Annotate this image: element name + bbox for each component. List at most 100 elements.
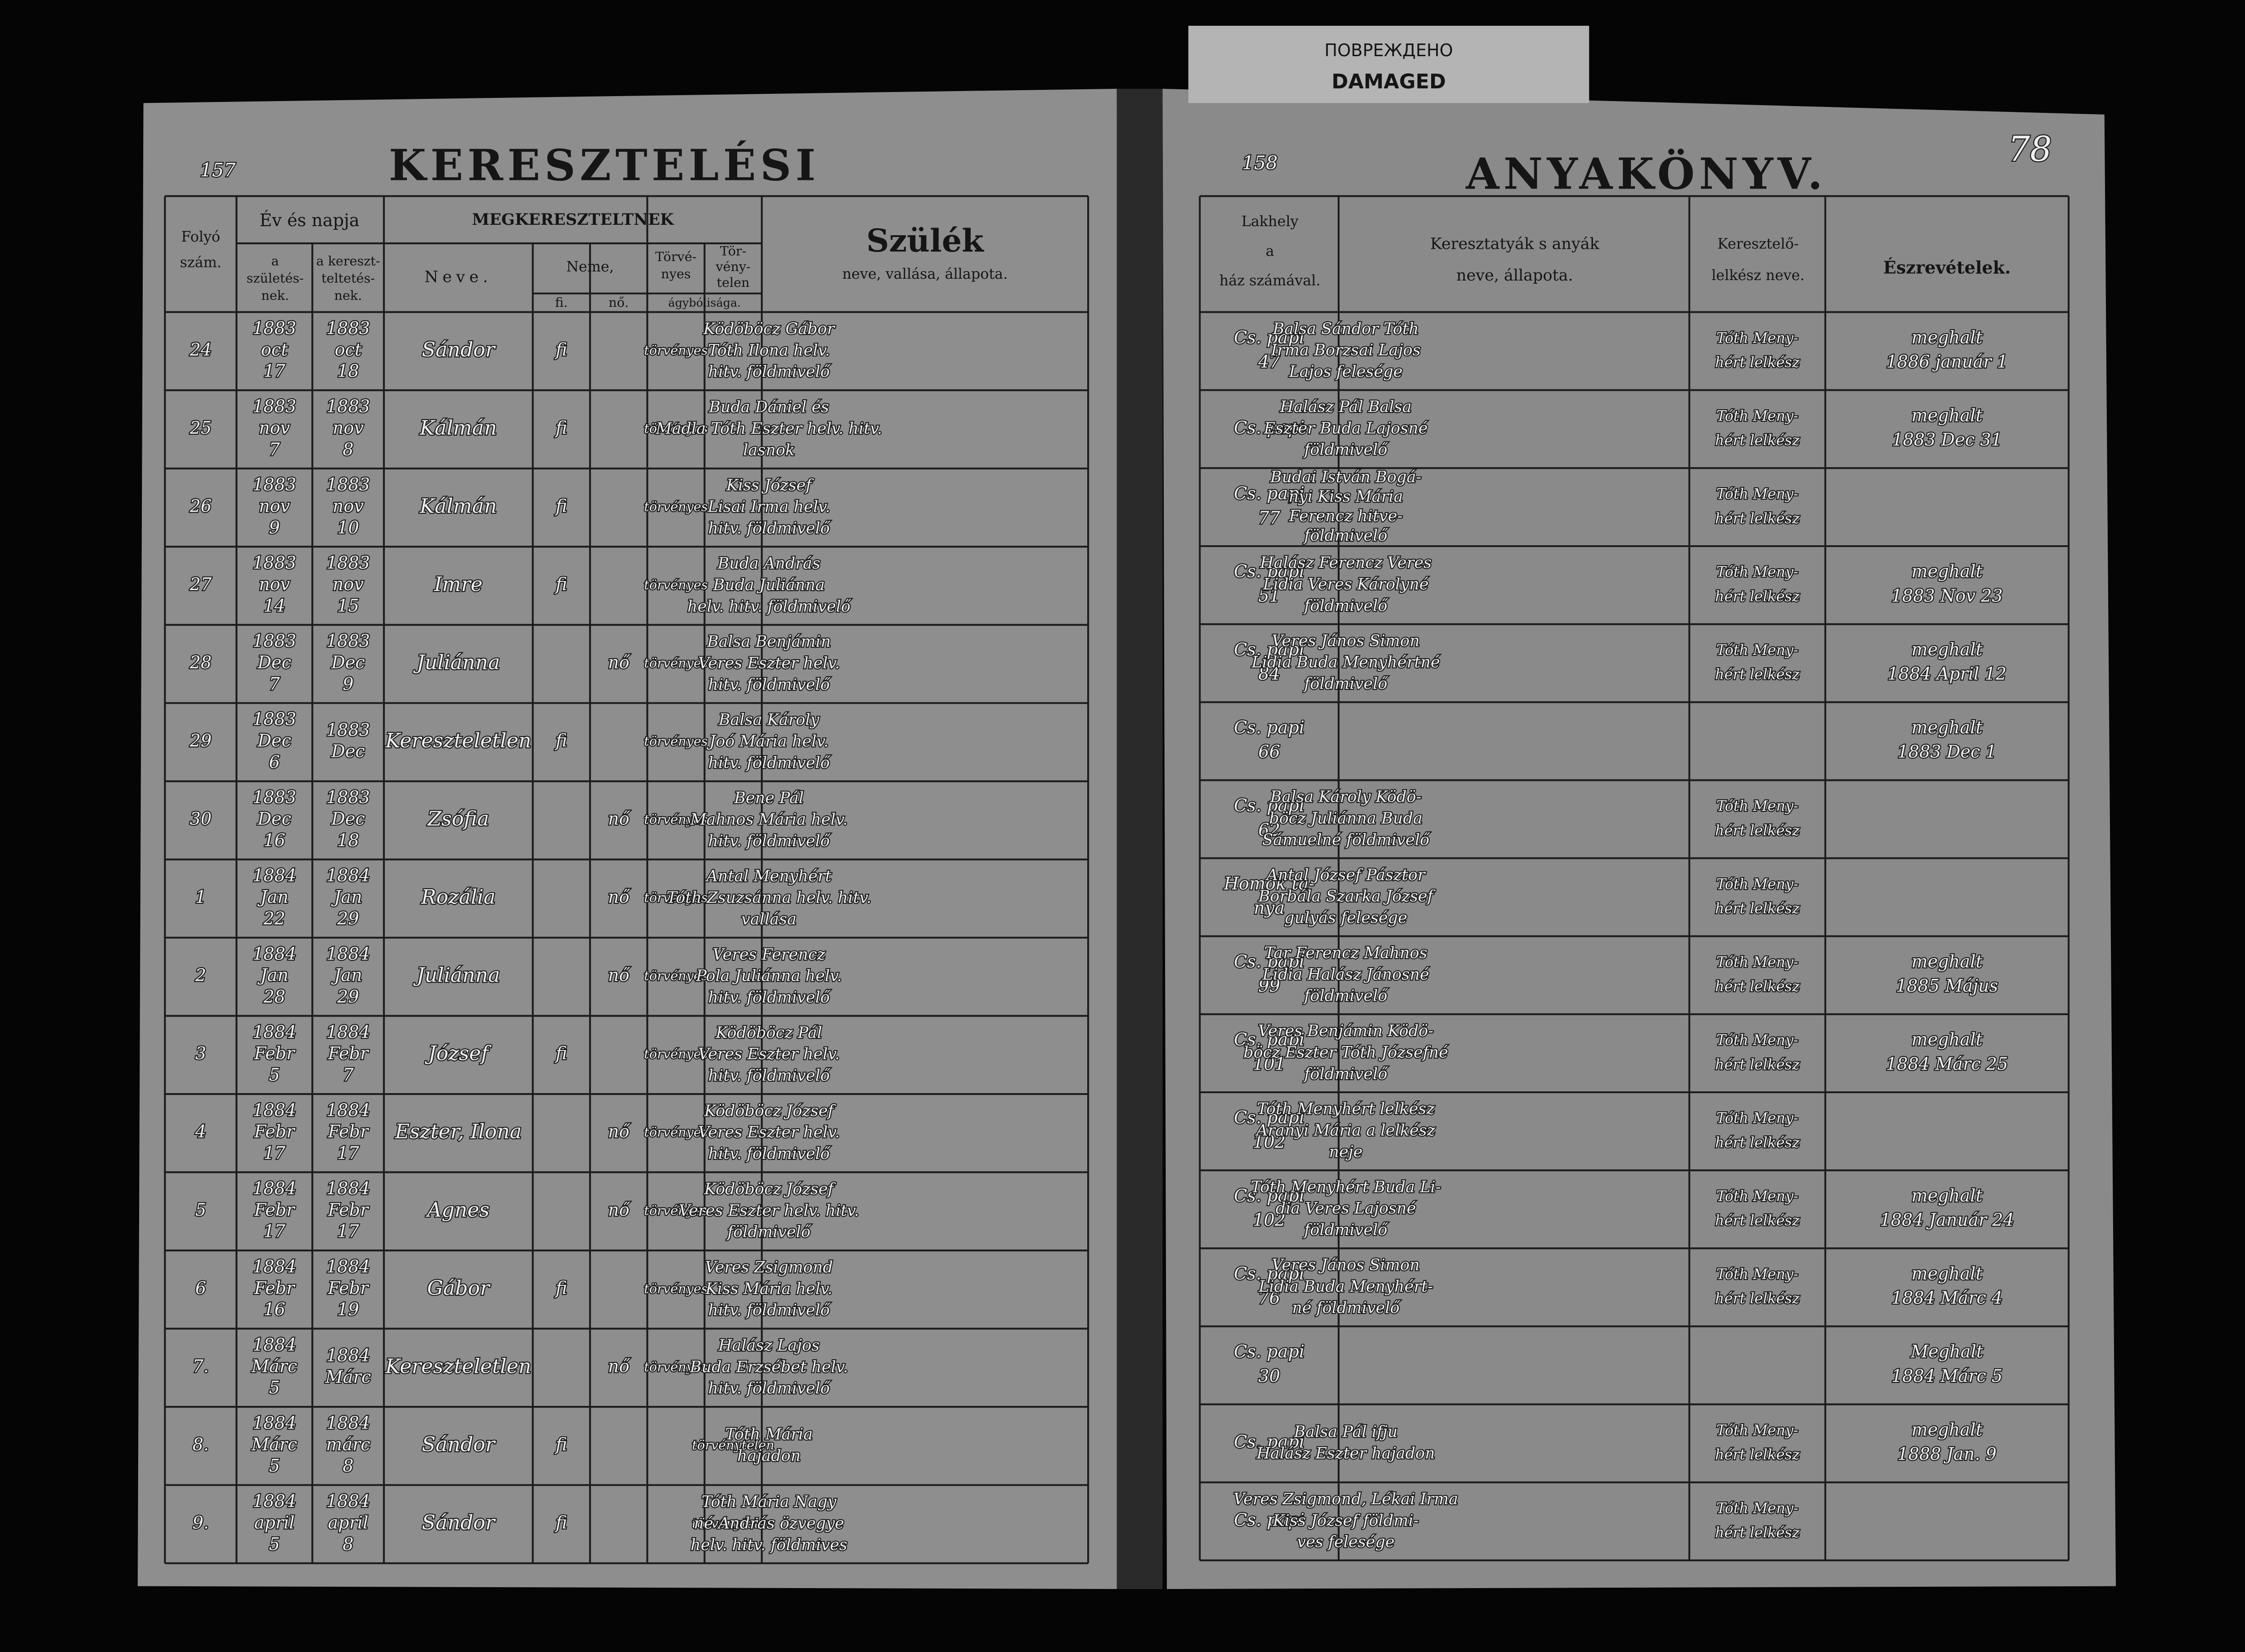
- parents: Kiss Mária helv.: [705, 1280, 832, 1298]
- baptized: 1883: [326, 720, 370, 740]
- legitimate: törvényes: [644, 577, 708, 592]
- godparents: ves felesége: [1297, 1533, 1394, 1551]
- number: 6: [195, 1278, 206, 1298]
- remarks: meghalt: [1911, 717, 1983, 737]
- column-header: a: [271, 254, 279, 269]
- priest: Tóth Meny-: [1717, 1110, 1799, 1127]
- column-header: a: [1266, 243, 1274, 259]
- remarks: meghalt: [1911, 1264, 1983, 1284]
- baptized: nov: [333, 574, 364, 594]
- priest: hért lelkész: [1715, 1213, 1800, 1229]
- godparents: Lajos felesége: [1288, 363, 1403, 381]
- residence: 102: [1253, 1210, 1286, 1230]
- godparents: Ferencz hitve-: [1289, 507, 1403, 525]
- name: Sándor: [422, 338, 496, 361]
- name: Rozália: [421, 886, 495, 909]
- name: Agnes: [426, 1198, 490, 1221]
- column-header: Folyó: [181, 229, 220, 245]
- godparents: Tóth Menyhért Buda Li-: [1251, 1178, 1441, 1196]
- residence: Cs. papi: [1234, 1264, 1305, 1284]
- residence: 76: [1258, 1288, 1280, 1308]
- born: 1884: [252, 1178, 296, 1198]
- baptized: 29: [337, 908, 359, 928]
- remarks: 1883 Nov 23: [1891, 586, 2003, 606]
- baptized: april: [328, 1512, 368, 1532]
- column-header: neve, vallása, állapota.: [842, 266, 1008, 282]
- parents: Madla Tóth Eszter helv. hitv.: [655, 420, 882, 438]
- legitimate: törvényes: [644, 969, 708, 983]
- name: Eszter, Ilona: [395, 1120, 522, 1143]
- born: 14: [263, 596, 285, 615]
- folio-number: 78: [2008, 129, 2051, 169]
- born: Jan: [257, 887, 288, 907]
- born: 16: [263, 830, 285, 850]
- born: 1884: [252, 1335, 296, 1355]
- column-header: Lakhely: [1241, 213, 1298, 230]
- priest: hért lelkész: [1715, 979, 1800, 995]
- residence: 84: [1258, 664, 1280, 684]
- remarks: meghalt: [1911, 405, 1983, 425]
- baptized: oct: [335, 339, 362, 359]
- column-header: nek.: [261, 288, 289, 303]
- parents: Buda Dániel és: [708, 398, 829, 416]
- number: 9.: [193, 1512, 209, 1532]
- born: 6: [269, 752, 280, 772]
- born: 1884: [252, 1413, 296, 1433]
- born: 1884: [252, 944, 296, 964]
- residence: Cs. papi: [1234, 951, 1305, 971]
- residence: Cs. papi: [1234, 1342, 1305, 1361]
- column-header: fi.: [555, 295, 568, 310]
- name: Sándor: [422, 1433, 496, 1456]
- baptized: 8: [343, 439, 353, 459]
- name: Imre: [434, 573, 483, 596]
- number: 7.: [193, 1356, 209, 1376]
- born: nov: [259, 418, 290, 438]
- number: 3: [195, 1043, 206, 1063]
- legitimate: törvényes: [644, 1203, 708, 1218]
- parents: Buda András: [717, 555, 820, 573]
- residence: Cs. papi: [1234, 327, 1305, 347]
- baptized: Jan: [331, 965, 362, 985]
- baptized: 1884: [326, 1100, 370, 1120]
- godparents: gulyás felesége: [1284, 909, 1407, 927]
- residence: 62: [1258, 820, 1280, 840]
- remarks: meghalt: [1911, 562, 1983, 581]
- born: Febr: [254, 1200, 295, 1220]
- priest: Tóth Meny-: [1717, 408, 1799, 424]
- female: nő: [608, 1356, 630, 1376]
- priest: Tóth Meny-: [1717, 1422, 1799, 1439]
- parents: Veres Eszter helv.: [698, 1045, 840, 1063]
- priest: Tóth Meny-: [1717, 1188, 1799, 1205]
- parents: Buda Juliánna: [713, 576, 825, 594]
- priest: hért lelkész: [1715, 1134, 1800, 1151]
- number: 4: [195, 1122, 206, 1142]
- parents: Veres Zsigmond: [705, 1258, 833, 1276]
- parents: hitv. földmivelő: [708, 832, 831, 850]
- parents: Bene Pál: [734, 789, 804, 807]
- parents: Mahnos Mária helv.: [690, 811, 847, 829]
- born: 1884: [252, 866, 296, 886]
- parents: Balsa Benjámin: [706, 633, 831, 651]
- born: Márc: [251, 1356, 297, 1376]
- remarks: meghalt: [1911, 639, 1983, 659]
- godparents: Halász Ferencz Veres: [1259, 554, 1432, 572]
- legitimate: törvényes: [644, 812, 708, 827]
- born: Dec: [257, 731, 291, 751]
- born: 17: [263, 1143, 285, 1163]
- baptized: 1883: [326, 475, 370, 494]
- legitimate: törvényes: [644, 1359, 708, 1374]
- baptized: Dec: [331, 741, 365, 761]
- female: nő: [608, 965, 630, 985]
- born: 1883: [252, 396, 296, 416]
- column-header: MEGKERESZTELTNEK: [472, 210, 674, 229]
- column-header: telen: [717, 275, 750, 290]
- remarks: 1884 April 12: [1887, 664, 2007, 684]
- illegitimate: törvénytelen: [692, 1516, 774, 1531]
- residence: Cs. papi: [1234, 1510, 1305, 1530]
- remarks: Meghalt: [1910, 1342, 1984, 1361]
- remarks: meghalt: [1911, 1030, 1983, 1050]
- baptized: 1883: [326, 553, 370, 573]
- born: 1884: [252, 1022, 296, 1042]
- column-header: nő.: [609, 295, 629, 310]
